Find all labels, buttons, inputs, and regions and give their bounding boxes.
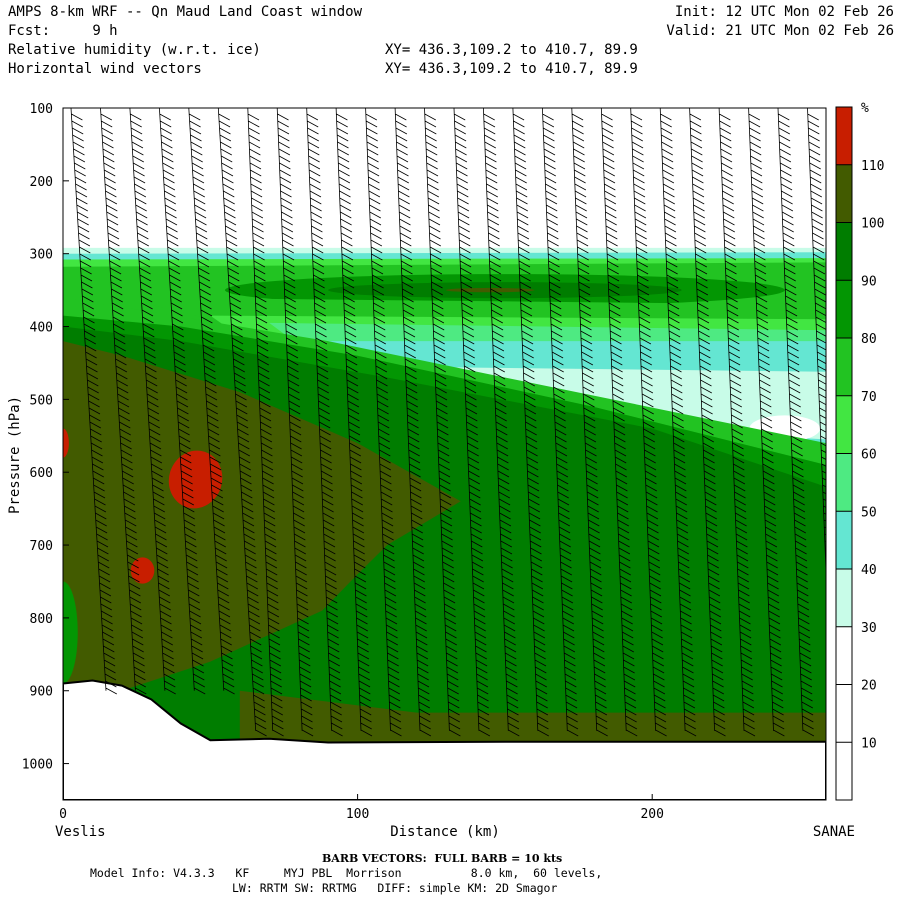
wind-barb <box>217 108 267 737</box>
colorbar-swatch <box>836 569 852 627</box>
colorbar-swatch <box>836 742 852 800</box>
colorbar-swatch <box>836 338 852 396</box>
colorbar-swatch <box>836 511 852 569</box>
colorbar-swatch <box>836 395 852 454</box>
x-start-label: Veslis <box>55 824 106 840</box>
x-tick-label: 100 <box>346 807 369 822</box>
forecast-hour: Fcst: 9 h <box>8 23 118 40</box>
colorbar-label: 40 <box>861 563 877 578</box>
xy-range-2: XY= 436.3,109.2 to 410.7, 89.9 <box>385 61 638 77</box>
y-axis: 100 200 300 400 500 600 700 800 900 1000 <box>22 102 69 773</box>
model-info: Model Info: V4.3.3 KF MYJ PBL Morrison 8… <box>90 866 603 880</box>
wind-barb <box>70 108 117 695</box>
colorbar-swatch <box>836 107 852 165</box>
wind-barb <box>247 108 284 737</box>
wind-barb <box>483 108 520 737</box>
colorbar-swatch <box>836 684 852 743</box>
barb-note: BARB VECTORS: FULL BARB = 10 kts <box>322 852 563 865</box>
colorbar-label: 20 <box>861 679 877 694</box>
wind-barb <box>630 108 667 737</box>
wind-barb <box>306 108 343 737</box>
x-tick-label: 0 <box>59 807 67 822</box>
field-label-wind: Horizontal wind vectors <box>8 61 202 77</box>
colorbar-label: 60 <box>861 448 877 463</box>
colorbar-label: 100 <box>861 217 884 232</box>
field-label-rh: Relative humidity (w.r.t. ice) <box>8 42 261 58</box>
model-info-2: LW: RRTM SW: RRTMG DIFF: simple KM: 2D S… <box>232 881 558 895</box>
colorbar-swatch <box>836 626 852 685</box>
wind-barb <box>365 108 402 737</box>
colorbar-unit: % <box>861 101 869 116</box>
wind-barb <box>542 108 579 737</box>
xy-range-1: XY= 436.3,109.2 to 410.7, 89.9 <box>385 42 638 58</box>
rh-contour-fill <box>63 108 826 743</box>
wind-barb <box>807 108 826 581</box>
fcst-value: 9 h <box>92 23 118 39</box>
wind-barb <box>512 108 549 737</box>
y-tick-label: 400 <box>30 321 53 336</box>
y-tick-label: 600 <box>30 466 53 481</box>
colorbar-label: 50 <box>861 505 877 520</box>
colorbar-swatch <box>836 453 852 512</box>
wind-barb <box>276 108 314 737</box>
colorbar-label: 80 <box>861 332 877 347</box>
y-tick-label: 500 <box>30 393 53 408</box>
wind-barb <box>571 108 608 737</box>
valid-time: Valid: 21 UTC Mon 02 Feb 26 <box>666 23 894 39</box>
x-end-label: SANAE <box>813 824 855 840</box>
wind-barb <box>129 108 176 695</box>
colorbar: 10 20 30 40 50 60 70 80 90 100 110 <box>835 106 884 801</box>
colorbar-label: 70 <box>861 390 877 405</box>
y-tick-label: 900 <box>30 685 53 700</box>
colorbar-swatch <box>836 164 852 223</box>
colorbar-swatch <box>836 280 852 338</box>
x-axis-label: Distance (km) <box>390 824 500 840</box>
y-tick-label: 800 <box>30 612 53 627</box>
wind-barb <box>394 108 432 737</box>
y-tick-label: 100 <box>30 102 53 117</box>
init-time: Init: 12 UTC Mon 02 Feb 26 <box>674 4 894 20</box>
terrain-surface <box>63 679 826 800</box>
y-tick-label: 300 <box>30 248 53 263</box>
wind-barb <box>188 108 235 695</box>
rh-band-100-low <box>63 341 461 691</box>
plot-frame <box>62 107 827 801</box>
y-tick-label: 700 <box>30 539 53 554</box>
wind-barb <box>718 108 756 737</box>
wind-barb <box>453 108 491 737</box>
wind-barb <box>159 108 206 695</box>
colorbar-label: 110 <box>861 159 884 174</box>
fcst-label: Fcst: <box>8 23 51 39</box>
x-tick-label: 200 <box>640 807 663 822</box>
wind-barb <box>689 108 726 737</box>
rh-band-100-core <box>445 287 535 293</box>
wind-barb <box>100 108 147 695</box>
wind-barb <box>777 108 815 737</box>
wind-barb <box>335 108 373 737</box>
colorbar-label: 30 <box>861 621 877 636</box>
wind-barb <box>748 108 785 737</box>
y-tick-label: 200 <box>30 175 53 190</box>
colorbar-label: 10 <box>861 736 877 751</box>
wind-barb <box>659 108 697 737</box>
rh-band-110-cell2 <box>130 557 155 584</box>
colorbar-swatch <box>836 222 852 281</box>
wind-barbs <box>70 108 826 737</box>
y-axis-label: Pressure (hPa) <box>7 396 23 514</box>
colorbar-label: 90 <box>861 274 877 289</box>
x-axis: 0 100 200 <box>59 794 664 822</box>
plot-title: AMPS 8-km WRF -- Qn Maud Land Coast wind… <box>8 4 363 20</box>
wind-barb <box>424 108 461 737</box>
y-tick-label: 1000 <box>22 758 53 773</box>
wind-barb <box>600 108 638 737</box>
rh-band-100-surface <box>239 690 826 743</box>
